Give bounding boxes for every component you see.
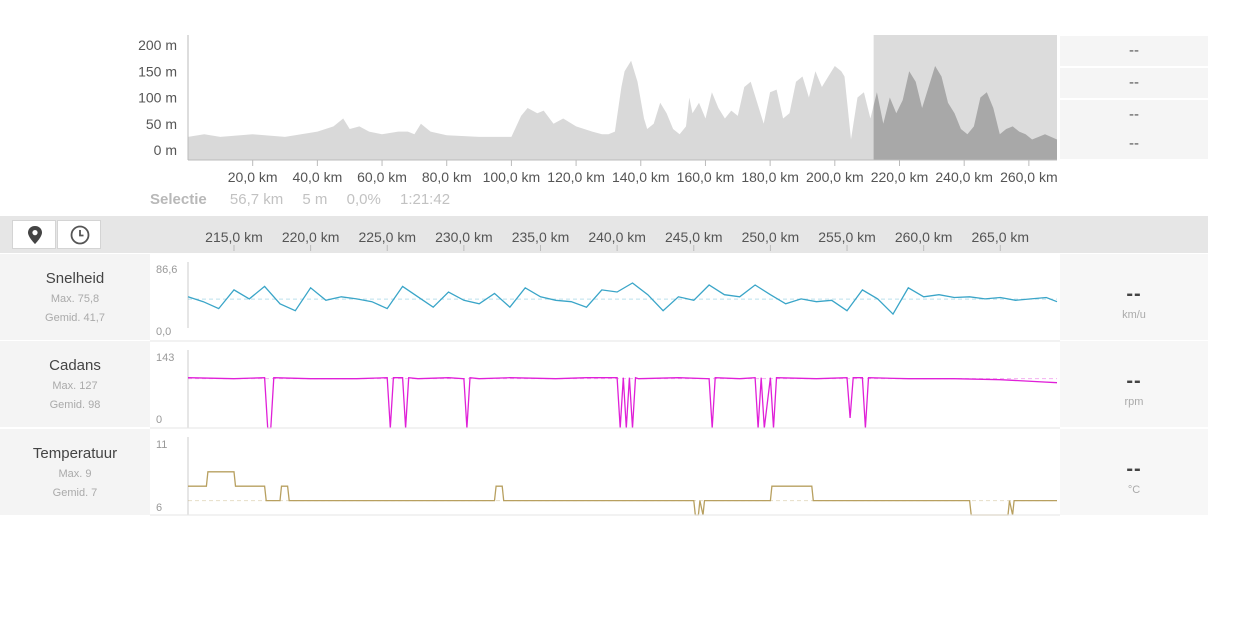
detail-x-tick-label: 265,0 km xyxy=(971,229,1029,245)
clock-icon xyxy=(70,225,90,245)
cadence-current: -- xyxy=(1126,370,1142,392)
elevation-readout-2: -- xyxy=(1060,68,1208,98)
detail-x-tick-label: 245,0 km xyxy=(665,229,723,245)
cadence-avg: Gemid. 98 xyxy=(49,399,101,411)
detail-x-tick-label: 230,0 km xyxy=(435,229,493,245)
speed-current: -- xyxy=(1126,283,1142,305)
elevation-x-tick-label: 80,0 km xyxy=(422,169,472,185)
selection-elevation-area xyxy=(873,66,1057,160)
elevation-x-tick-label: 200,0 km xyxy=(806,169,864,185)
row-readout-cadence: -- rpm xyxy=(1060,341,1208,427)
cadence-unit: rpm xyxy=(1124,396,1144,408)
x-axis-toolbar xyxy=(0,216,1208,253)
detail-x-tick-label: 240,0 km xyxy=(588,229,646,245)
selection-duration: 1:21:42 xyxy=(399,191,451,208)
elevation-x-tick-label: 220,0 km xyxy=(871,169,929,185)
selection-summary: Selectie 56,7 km 5 m 0,0% 1:21:42 xyxy=(150,191,465,211)
row-readout-speed: -- km/u xyxy=(1060,254,1208,340)
elevation-chart[interactable]: 0 m 50 m 100 m 150 m 200 m 20,0 km 40,0 km 60,… xyxy=(0,0,1060,215)
selection-elevation: 5 m xyxy=(302,191,328,208)
time-axis-button[interactable] xyxy=(57,220,101,249)
selection-grade: 0,0% xyxy=(346,191,381,208)
elevation-x-tick-label: 40,0 km xyxy=(292,169,342,185)
temperature-title: Temperatuur xyxy=(32,445,118,462)
elevation-x-tick-label: 100,0 km xyxy=(483,169,541,185)
speed-series-line xyxy=(187,282,1058,316)
elevation-readout-3: -- xyxy=(1060,100,1208,130)
row-label-temperature: Temperatuur Max. 9 Gemid. 7 xyxy=(0,429,150,515)
elevation-x-tick-label: 120,0 km xyxy=(547,169,605,185)
metrics-chart[interactable]: 215,0 km 220,0 km 225,0 km 230,0 km 235,0 km… xyxy=(0,216,1060,518)
temperature-ymax-label: 11 xyxy=(156,439,167,451)
temperature-unit: °C xyxy=(1127,484,1141,496)
elevation-area xyxy=(188,60,1057,160)
elevation-x-tick-label: 260,0 km xyxy=(1000,169,1058,185)
cadence-ymin-label: 0 xyxy=(156,414,162,426)
temperature-max: Max. 9 xyxy=(58,468,92,480)
elevation-readout-1: -- xyxy=(1060,36,1208,66)
temperature-ymin-label: 6 xyxy=(156,502,162,514)
cadence-series-line xyxy=(187,376,1058,429)
speed-max: Max. 75,8 xyxy=(50,293,100,305)
elevation-x-tick-label: 240,0 km xyxy=(935,169,993,185)
speed-title: Snelheid xyxy=(45,270,105,287)
elevation-readout-4: -- xyxy=(1060,129,1208,159)
map-pin-icon xyxy=(28,226,42,244)
distance-axis-button[interactable] xyxy=(12,220,56,249)
cadence-title: Cadans xyxy=(49,357,101,374)
cadence-max: Max. 127 xyxy=(52,380,98,392)
selection-distance: 56,7 km xyxy=(229,191,284,208)
detail-x-tick-label: 235,0 km xyxy=(512,229,570,245)
speed-ymin-label: 0,0 xyxy=(156,326,171,338)
elevation-x-tick-label: 140,0 km xyxy=(612,169,670,185)
elevation-y-tick-label: 150 m xyxy=(138,63,177,79)
elevation-x-tick-label: 160,0 km xyxy=(677,169,735,185)
temperature-series-line xyxy=(188,471,1057,516)
elevation-x-tick-label: 20,0 km xyxy=(228,169,278,185)
row-label-cadence: Cadans Max. 127 Gemid. 98 xyxy=(0,341,150,427)
temperature-current: -- xyxy=(1126,458,1142,480)
detail-x-tick-label: 250,0 km xyxy=(742,229,800,245)
cadence-ymax-label: 143 xyxy=(156,352,174,364)
row-label-speed: Snelheid Max. 75,8 Gemid. 41,7 xyxy=(0,254,150,340)
detail-x-tick-label: 220,0 km xyxy=(282,229,340,245)
speed-avg: Gemid. 41,7 xyxy=(45,312,105,324)
detail-x-tick-label: 260,0 km xyxy=(895,229,953,245)
elevation-x-tick-label: 180,0 km xyxy=(741,169,799,185)
elevation-y-tick-label: 100 m xyxy=(138,90,177,106)
row-readout-temperature: -- °C xyxy=(1060,429,1208,515)
detail-x-tick-label: 215,0 km xyxy=(205,229,263,245)
detail-x-tick-label: 255,0 km xyxy=(818,229,876,245)
speed-unit: km/u xyxy=(1122,309,1146,321)
temperature-avg: Gemid. 7 xyxy=(52,487,98,499)
elevation-y-tick-label: 50 m xyxy=(146,116,177,132)
detail-x-tick-label: 225,0 km xyxy=(358,229,416,245)
elevation-y-tick-label: 0 m xyxy=(154,142,177,158)
elevation-x-tick-label: 60,0 km xyxy=(357,169,407,185)
elevation-y-tick-label: 200 m xyxy=(138,37,177,53)
selection-label: Selectie xyxy=(150,191,207,208)
speed-ymax-label: 86,6 xyxy=(156,264,177,276)
